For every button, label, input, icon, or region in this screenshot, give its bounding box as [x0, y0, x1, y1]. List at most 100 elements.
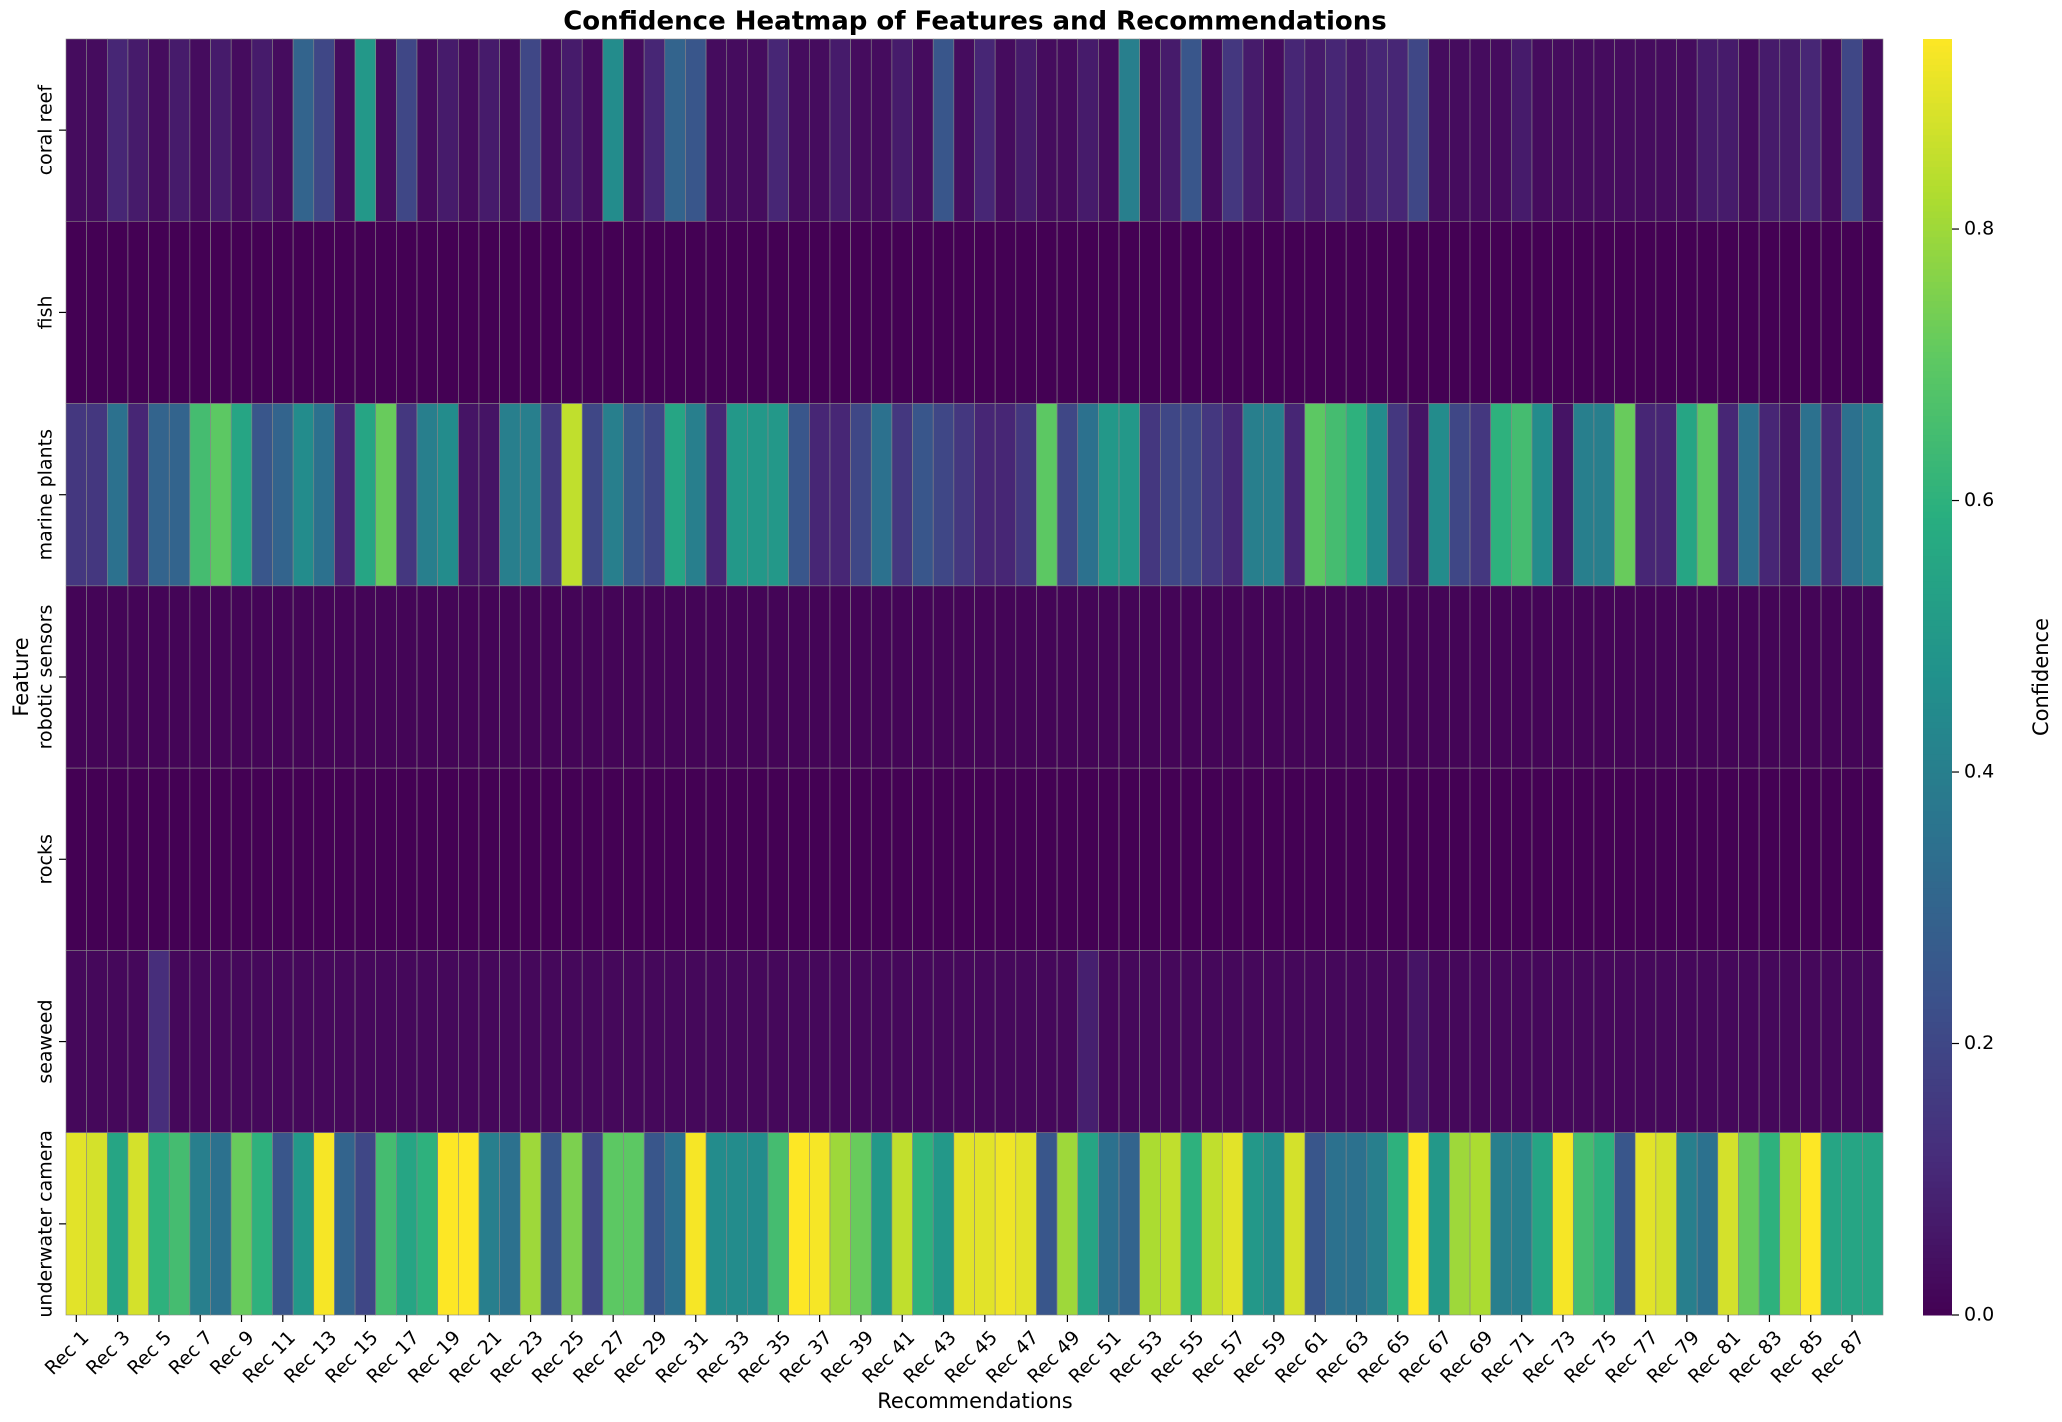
colorbar-gradient	[1923, 530, 1952, 538]
heatmap-cell	[251, 1132, 273, 1316]
heatmap-cell	[850, 1132, 872, 1316]
heatmap-cell	[767, 1132, 789, 1316]
heatmap-cell	[1696, 38, 1719, 222]
colorbar-gradient	[1923, 1295, 1952, 1303]
heatmap-cell	[1118, 220, 1140, 404]
colorbar-gradient	[1923, 632, 1952, 640]
colorbar-gradient	[1923, 396, 1952, 404]
heatmap-cell	[189, 38, 211, 222]
colorbar-gradient	[1923, 817, 1952, 825]
heatmap-cell	[932, 403, 955, 587]
colorbar-gradient	[1923, 957, 1952, 965]
heatmap-cell	[1696, 403, 1719, 587]
heatmap-cell	[1490, 1132, 1512, 1316]
heatmap-cell	[396, 1132, 418, 1316]
heatmap-cell	[1490, 38, 1512, 222]
colorbar-gradient	[1923, 1034, 1952, 1042]
colorbar-gradient	[1923, 1212, 1952, 1220]
colorbar-gradient	[1923, 600, 1952, 608]
heatmap-cell	[86, 950, 108, 1134]
heatmap-cell	[1366, 585, 1388, 769]
heatmap-cell	[1552, 38, 1574, 222]
heatmap-cell	[1634, 220, 1657, 404]
heatmap-cell	[1676, 38, 1698, 222]
heatmap-cell	[1077, 767, 1099, 951]
heatmap-cell	[1201, 38, 1223, 222]
heatmap-cell	[705, 403, 728, 587]
heatmap-cell	[1676, 950, 1698, 1134]
colorbar-gradient	[1923, 211, 1952, 219]
heatmap-cell	[1449, 767, 1471, 951]
colorbar-tick-label: 0.4	[1964, 761, 1994, 783]
heatmap-cell	[499, 585, 521, 769]
heatmap-cell	[458, 585, 480, 769]
heatmap-cell	[1717, 38, 1739, 222]
heatmap-cell	[1511, 767, 1533, 951]
heatmap-cell	[912, 950, 934, 1134]
heatmap-cell	[643, 220, 666, 404]
heatmap-cell	[230, 403, 253, 587]
heatmap-cell	[1407, 767, 1430, 951]
heatmap-cell	[1304, 1132, 1326, 1316]
heatmap-cell	[1862, 38, 1884, 222]
heatmap-cell	[1036, 38, 1058, 222]
y-tick-label: robotic sensors	[35, 605, 57, 750]
heatmap-cell	[747, 950, 769, 1134]
heatmap-cell	[1077, 1132, 1099, 1316]
heatmap-cell	[912, 767, 934, 951]
heatmap-cell	[1634, 1132, 1657, 1316]
heatmap-cell	[1098, 1132, 1120, 1316]
heatmap-cell	[1738, 585, 1760, 769]
heatmap-cell	[953, 767, 975, 951]
colorbar-gradient	[1923, 932, 1952, 940]
heatmap-cell	[1820, 403, 1843, 587]
heatmap-cell	[168, 585, 191, 769]
heatmap-cell	[912, 1132, 934, 1316]
heatmap-cell	[334, 220, 356, 404]
colorbar-gradient	[1923, 1263, 1952, 1271]
colorbar-gradient	[1923, 874, 1952, 882]
heatmap-cell	[891, 767, 913, 951]
heatmap-cell	[1614, 585, 1636, 769]
heatmap-cell	[1139, 1132, 1161, 1316]
colorbar-gradient	[1923, 893, 1952, 901]
heatmap-cell	[809, 403, 831, 587]
heatmap-cell	[1304, 950, 1326, 1134]
heatmap-cell	[623, 767, 645, 951]
heatmap-cell	[685, 38, 707, 222]
heatmap-cell	[994, 220, 1017, 404]
colorbar-gradient	[1923, 785, 1952, 793]
colorbar-gradient	[1923, 45, 1952, 53]
heatmap-cell	[1283, 950, 1306, 1134]
colorbar-gradient	[1923, 1078, 1952, 1086]
colorbar-gradient	[1923, 670, 1952, 678]
colorbar-gradient	[1923, 740, 1952, 748]
heatmap-cell	[1221, 585, 1244, 769]
colorbar-gradient	[1923, 919, 1952, 927]
heatmap-cell	[1407, 403, 1430, 587]
heatmap-cell	[1634, 585, 1657, 769]
heatmap-cell	[602, 220, 624, 404]
heatmap-cell	[210, 38, 232, 222]
heatmap-cell	[292, 38, 315, 222]
colorbar-gradient	[1923, 555, 1952, 563]
heatmap-cell	[1283, 767, 1306, 951]
heatmap-cell	[1800, 767, 1822, 951]
heatmap-cell	[809, 38, 831, 222]
heatmap-cell	[747, 585, 769, 769]
heatmap-cell	[623, 38, 645, 222]
heatmap-cell	[623, 1132, 645, 1316]
heatmap-cell	[292, 220, 315, 404]
colorbar-gradient	[1923, 638, 1952, 646]
heatmap-cell	[540, 220, 562, 404]
colorbar-gradient	[1923, 511, 1952, 518]
heatmap-cell	[581, 220, 604, 404]
heatmap-cell	[1201, 220, 1223, 404]
colorbar-gradient	[1923, 913, 1952, 920]
colorbar-gradient	[1923, 1040, 1952, 1048]
heatmap-cell	[1407, 585, 1430, 769]
heatmap-cell	[1717, 1132, 1739, 1316]
heatmap-cell	[1242, 950, 1264, 1134]
heatmap-cell	[127, 767, 149, 951]
heatmap-cell	[870, 585, 893, 769]
